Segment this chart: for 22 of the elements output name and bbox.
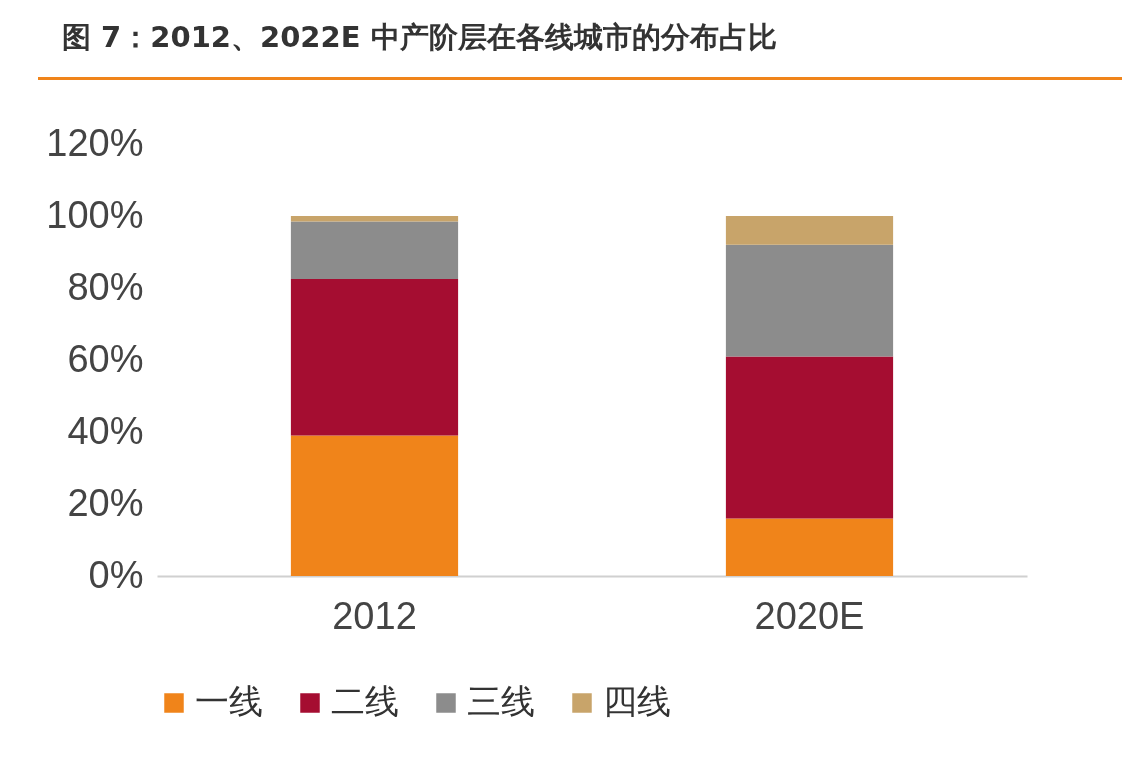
legend-label: 三线: [467, 681, 535, 721]
bar: [290, 216, 459, 222]
chart-title: 图 7：2012、2022E 中产阶层在各线城市的分布占比: [62, 19, 777, 56]
x-tick-label: 2012: [332, 594, 417, 637]
bar: [725, 244, 894, 357]
y-tick-label: 60%: [67, 337, 144, 380]
y-tick-label: 80%: [67, 265, 144, 308]
bar: [725, 356, 894, 519]
bar: [290, 435, 459, 576]
y-tick-label: 0%: [88, 553, 144, 596]
y-tick-label: 40%: [67, 409, 144, 452]
y-tick-label: 120%: [46, 121, 144, 164]
y-tick-label: 100%: [46, 193, 144, 236]
legend-label: 二线: [331, 681, 399, 721]
bar: [290, 279, 459, 436]
x-tick-label: 2020E: [754, 594, 865, 637]
bar: [725, 216, 894, 245]
bar: [725, 518, 894, 576]
legend-label: 一线: [195, 681, 263, 721]
bar: [290, 221, 459, 279]
legend-label: 四线: [603, 681, 671, 721]
y-tick-label: 20%: [67, 481, 144, 524]
